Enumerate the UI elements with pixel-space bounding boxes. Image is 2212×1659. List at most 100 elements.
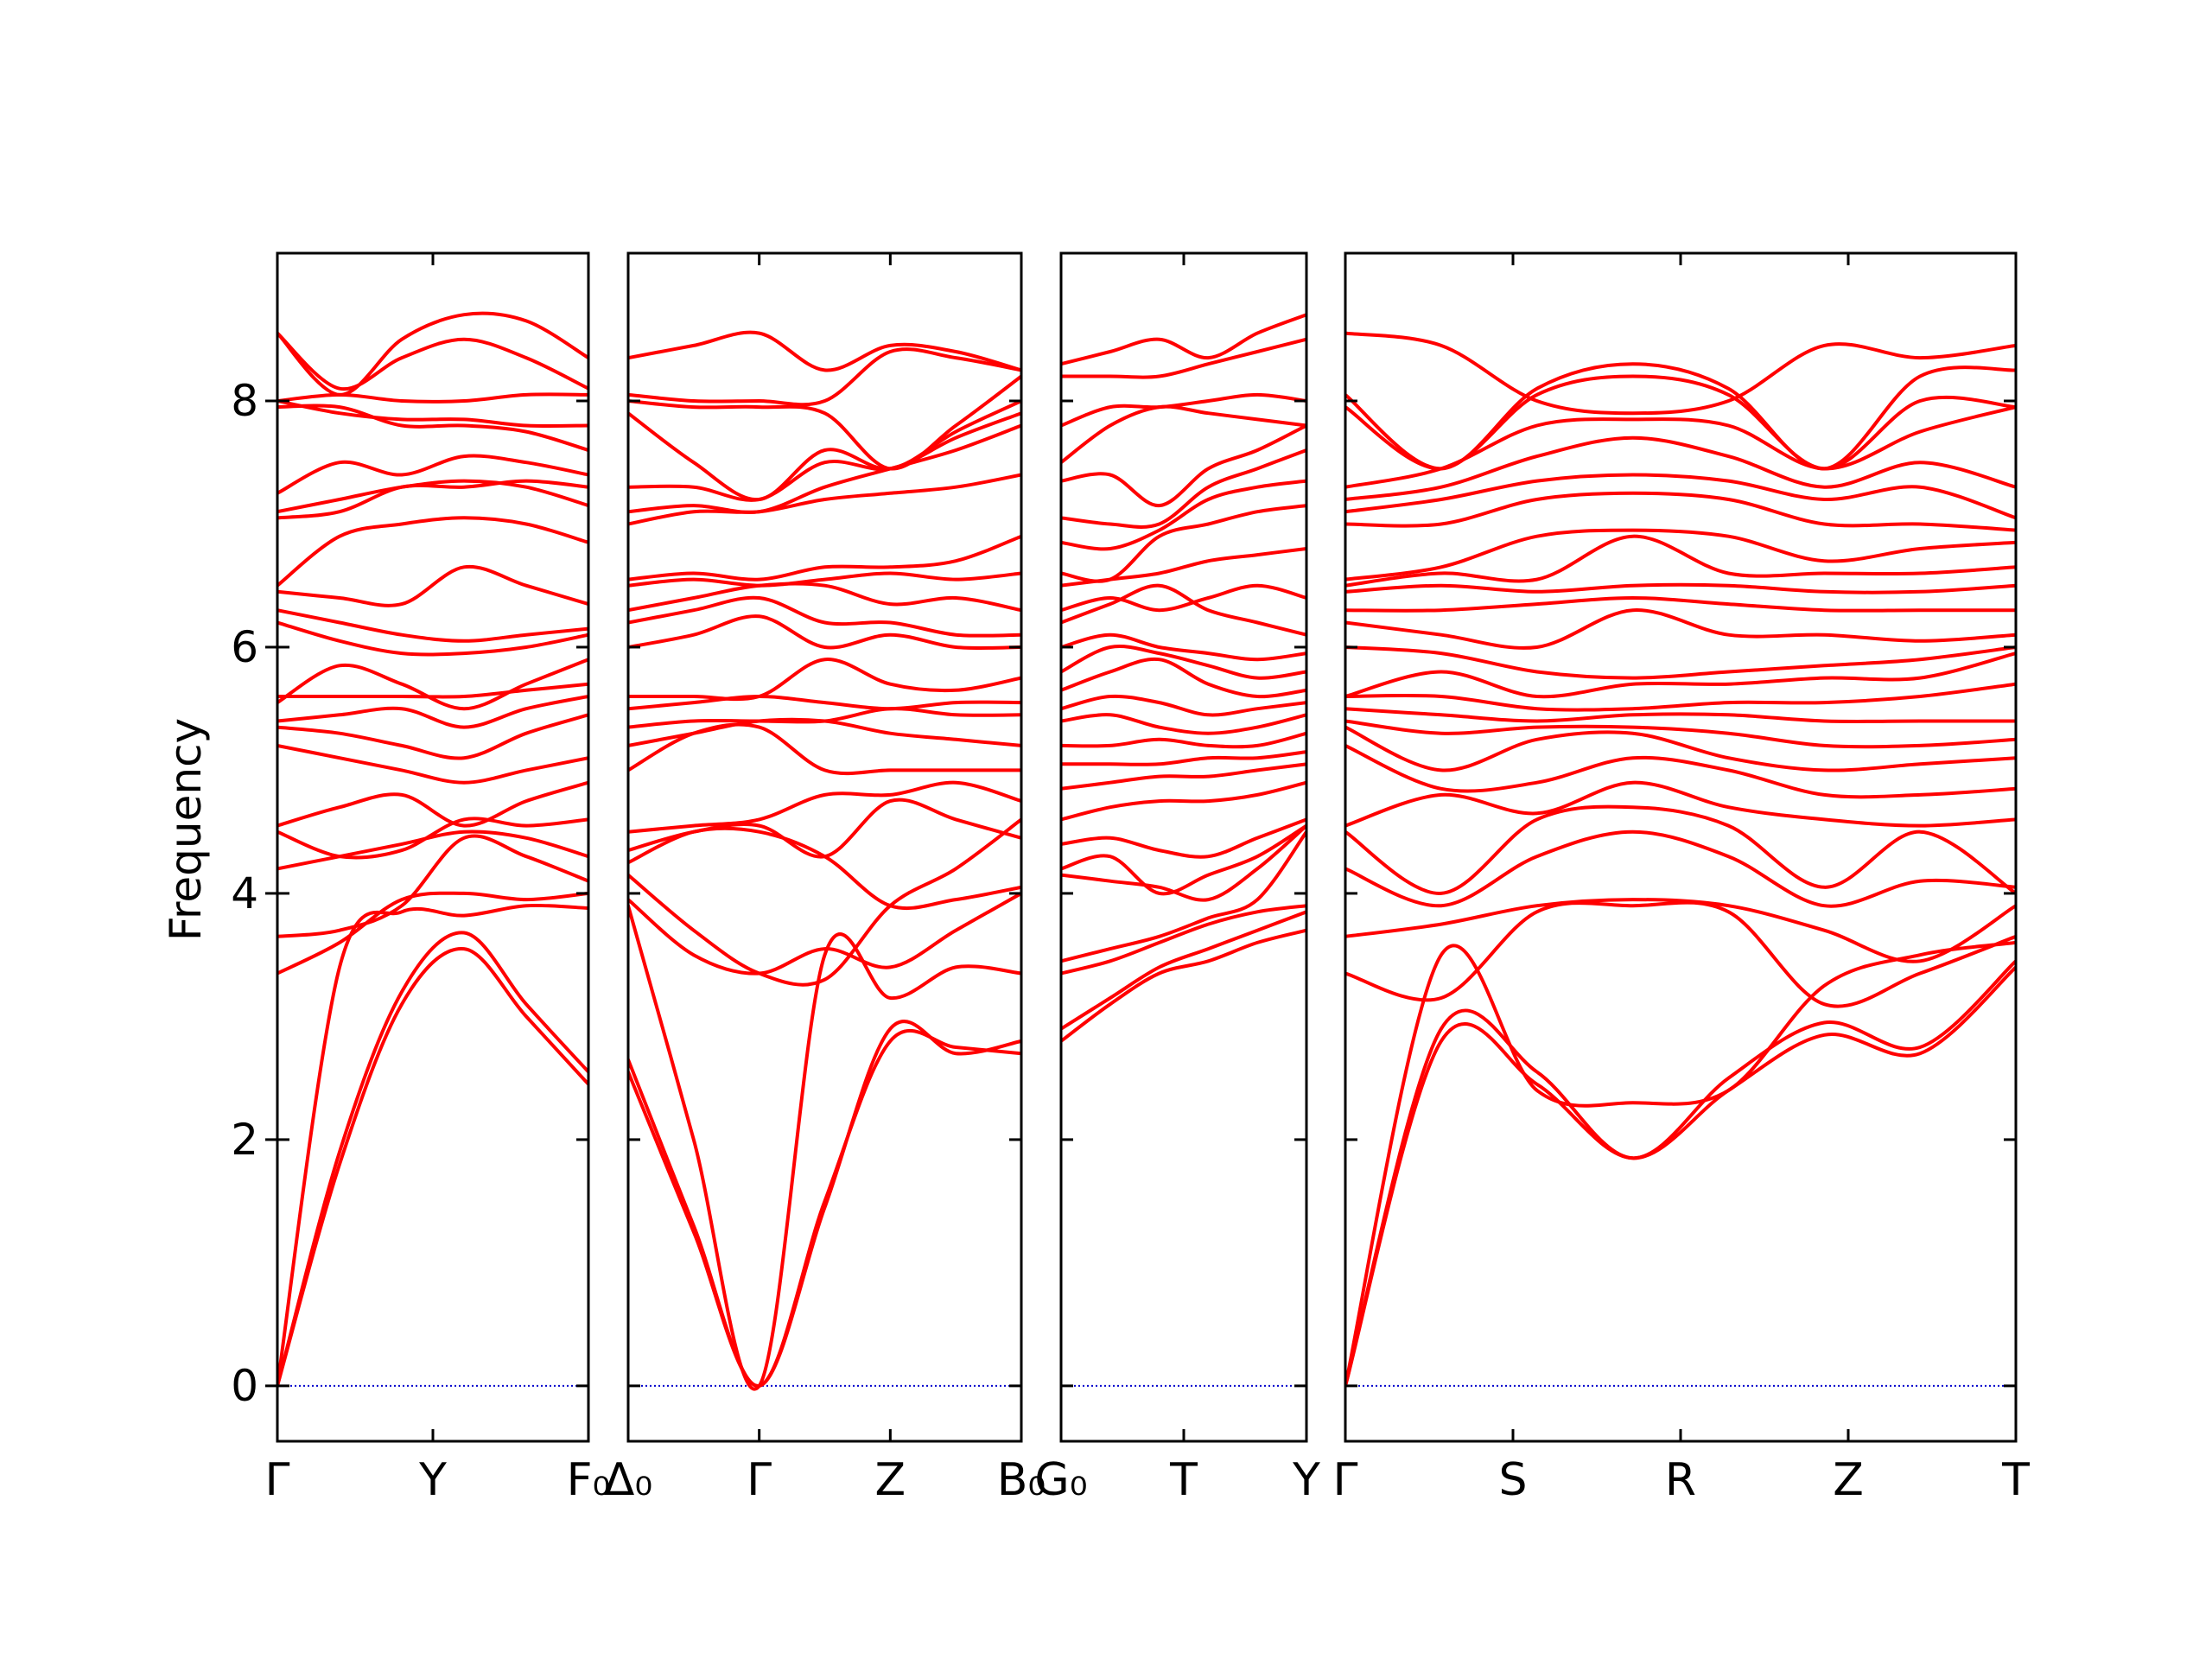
band-line-1 <box>277 947 588 1388</box>
band-line-13 <box>1061 694 1306 717</box>
band-line-17 <box>277 516 588 588</box>
band-line-16 <box>628 582 1021 613</box>
band-lines <box>1061 313 1306 1043</box>
band-line-24 <box>628 347 1021 407</box>
band-line-24 <box>277 331 588 391</box>
panel-frame <box>1344 251 2018 1443</box>
x-tick-label: S <box>1498 1454 1527 1506</box>
band-line-14 <box>277 620 588 657</box>
band-line-15 <box>1061 645 1306 680</box>
band-line-4 <box>277 891 588 976</box>
band-lines <box>628 330 1021 1391</box>
band-line-23 <box>628 374 1021 471</box>
band-line-22 <box>1345 473 2016 520</box>
band-line-17 <box>628 571 1021 588</box>
x-tick-label: Z <box>875 1454 906 1506</box>
band-line-15 <box>628 595 1021 638</box>
band-line-16 <box>1345 608 2016 650</box>
band-line-26 <box>1345 362 2016 471</box>
x-tick-label: Δ₀ <box>604 1454 652 1506</box>
band-line-22 <box>277 399 588 429</box>
band-line-11 <box>277 695 588 729</box>
y-tick-label: 6 <box>231 622 258 672</box>
band-line-8 <box>277 780 588 828</box>
band-line-5 <box>1061 823 1306 902</box>
band-line-25 <box>1345 374 2016 471</box>
y-tick-label: 4 <box>231 868 258 918</box>
band-line-9 <box>1061 762 1306 791</box>
band-line-7 <box>628 798 1021 859</box>
band-line-3 <box>1345 940 2016 1388</box>
x-tick-label: Y <box>1292 1454 1320 1506</box>
band-line-6 <box>1061 823 1306 896</box>
y-tick-label: 0 <box>231 1361 258 1411</box>
x-tick-label: T <box>2001 1454 2030 1506</box>
x-tick-label: F₀ <box>567 1454 611 1506</box>
band-line-2 <box>628 1020 1021 1388</box>
band-line-26 <box>1061 337 1306 379</box>
band-line-23 <box>277 392 588 404</box>
band-line-10 <box>1345 725 2016 772</box>
band-lines <box>277 311 588 1388</box>
panel-frame <box>276 251 590 1443</box>
band-line-15 <box>277 608 588 643</box>
band-line-9 <box>628 722 1021 776</box>
band-line-20 <box>1345 528 2016 582</box>
band-line-4 <box>1345 900 2016 1008</box>
band-line-12 <box>1345 707 2016 723</box>
band-line-18 <box>277 479 588 520</box>
band-line-16 <box>1061 632 1306 662</box>
band-line-27 <box>1061 313 1306 366</box>
band-line-20 <box>1061 504 1306 583</box>
band-line-23 <box>1061 423 1306 508</box>
band-line-12 <box>628 695 1021 711</box>
band-line-12 <box>277 658 588 711</box>
x-tick-label: T <box>1169 1454 1198 1506</box>
panel-frame <box>626 251 1023 1443</box>
x-tick-label: R <box>1665 1454 1696 1506</box>
band-line-3 <box>1061 904 1306 976</box>
band-line-21 <box>628 411 1021 502</box>
band-line-10 <box>277 713 588 760</box>
band-line-21 <box>277 404 588 452</box>
x-tick-label: G₀ <box>1034 1454 1087 1506</box>
band-line-25 <box>628 330 1021 372</box>
band-line-18 <box>1345 582 2016 594</box>
band-line-9 <box>277 743 588 785</box>
band-line-19 <box>1345 534 2016 588</box>
band-line-5 <box>1345 898 2016 963</box>
band-line-23 <box>1345 435 2016 501</box>
band-line-11 <box>1061 731 1306 749</box>
band-line-8 <box>628 780 1021 834</box>
y-tick-label: 8 <box>231 376 258 426</box>
band-line-18 <box>628 534 1021 582</box>
band-line-21 <box>1345 491 2016 532</box>
band-line-11 <box>1345 719 2016 749</box>
band-line-2 <box>1061 910 1306 1031</box>
band-line-13 <box>1345 682 2016 712</box>
band-line-20 <box>628 423 1021 514</box>
band-line-4 <box>1061 830 1306 963</box>
band-line-7 <box>1061 817 1306 859</box>
band-line-1 <box>1061 928 1306 1043</box>
band-line-22 <box>628 399 1021 502</box>
band-line-21 <box>1061 479 1306 551</box>
x-tick-label: B₀ <box>997 1454 1046 1506</box>
band-line-6 <box>628 826 1021 911</box>
band-line-7 <box>1345 804 2016 895</box>
band-line-14 <box>1345 652 2016 699</box>
x-tick-label: Y <box>418 1454 447 1506</box>
x-tick-label: Γ <box>1333 1454 1358 1506</box>
band-lines <box>1345 331 2016 1388</box>
band-line-1 <box>1345 965 2016 1388</box>
band-line-4 <box>628 891 1021 976</box>
band-line-20 <box>277 454 588 495</box>
band-line-2 <box>277 931 588 1388</box>
band-line-14 <box>628 614 1021 651</box>
band-line-5 <box>277 834 588 938</box>
band-line-3 <box>628 904 1021 1391</box>
band-line-18 <box>1061 583 1306 613</box>
band-line-16 <box>277 564 588 607</box>
